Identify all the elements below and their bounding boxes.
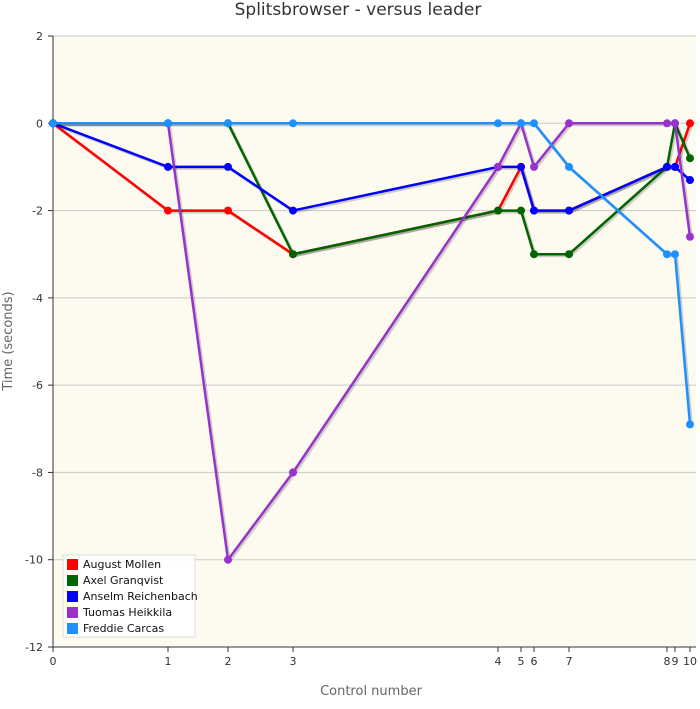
legend-label: Tuomas Heikkila [82, 606, 172, 619]
data-point [164, 206, 172, 215]
x-tick-label: 7 [566, 655, 573, 668]
legend-label: Axel Granqvist [83, 574, 164, 587]
data-point [164, 162, 172, 171]
chart-title: Splitsbrowser - versus leader [235, 0, 482, 20]
y-tick-label: -6 [32, 379, 43, 392]
legend-swatch [67, 575, 78, 586]
data-point [517, 162, 525, 171]
y-axis-label: Time (seconds) [1, 291, 16, 391]
x-tick-label: 1 [165, 655, 172, 668]
data-point [517, 206, 525, 215]
data-point [663, 119, 671, 128]
data-point [686, 232, 694, 241]
data-point [530, 250, 538, 259]
data-point [164, 119, 172, 128]
data-point [49, 119, 57, 128]
y-tick-label: 0 [36, 117, 43, 130]
x-tick-label: 9 [672, 655, 679, 668]
data-point [565, 162, 573, 171]
legend-label: August Mollen [83, 558, 161, 571]
data-point [663, 162, 671, 171]
data-point [671, 250, 679, 259]
data-point [224, 555, 232, 564]
legend-swatch [67, 591, 78, 602]
y-tick-label: -12 [25, 641, 43, 654]
legend-swatch [67, 623, 78, 634]
data-point [686, 154, 694, 163]
y-tick-label: -8 [32, 466, 43, 479]
data-point [530, 206, 538, 215]
x-tick-label: 10 [683, 655, 697, 668]
data-point [671, 162, 679, 171]
y-tick-label: -2 [32, 205, 43, 218]
data-point [565, 250, 573, 259]
data-point [686, 119, 694, 128]
y-tick-label: 2 [36, 30, 43, 43]
data-point [530, 119, 538, 128]
data-point [494, 162, 502, 171]
plot-area [53, 36, 696, 647]
data-point [565, 119, 573, 128]
x-tick-label: 8 [664, 655, 671, 668]
x-tick-label: 3 [290, 655, 297, 668]
data-point [224, 119, 232, 128]
x-tick-label: 4 [495, 655, 502, 668]
legend-swatch [67, 559, 78, 570]
data-point [494, 206, 502, 215]
legend-label: Anselm Reichenbach [83, 590, 198, 603]
data-point [530, 162, 538, 171]
x-tick-label: 6 [531, 655, 538, 668]
y-tick-label: -10 [25, 554, 43, 567]
data-point [671, 119, 679, 128]
data-point [224, 162, 232, 171]
data-point [224, 206, 232, 215]
x-tick-label: 0 [50, 655, 57, 668]
legend-swatch [67, 607, 78, 618]
x-axis-ticks: 0 1 2 3 4 5 6 7 8 9 10 [50, 647, 697, 668]
legend-label: Freddie Carcas [83, 622, 164, 635]
x-axis-label: Control number [320, 684, 423, 699]
data-point [289, 119, 297, 128]
data-point [494, 119, 502, 128]
x-tick-label: 2 [225, 655, 232, 668]
data-point [663, 250, 671, 259]
data-point [517, 119, 525, 128]
data-point [565, 206, 573, 215]
y-tick-label: -4 [32, 292, 43, 305]
legend: August Mollen Axel Granqvist Anselm Reiche… [62, 554, 198, 638]
x-tick-label: 5 [518, 655, 525, 668]
data-point [289, 468, 297, 477]
data-point [686, 420, 694, 429]
series-group [49, 119, 694, 566]
data-point [289, 206, 297, 215]
data-point [289, 250, 297, 259]
y-axis-ticks: 2 0 -2 -4 -6 -8 -10 -12 [25, 30, 53, 654]
data-point [686, 176, 694, 185]
legend-box [62, 554, 196, 638]
